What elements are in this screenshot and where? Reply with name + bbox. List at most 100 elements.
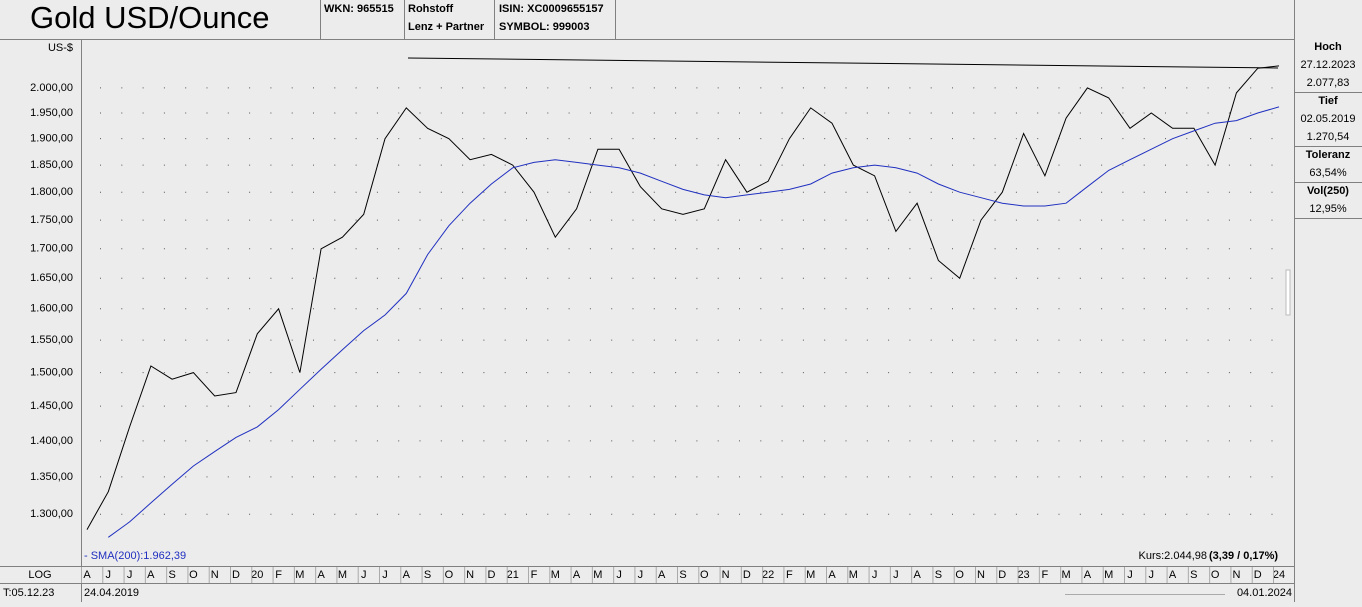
x-tick-label: F <box>531 569 538 581</box>
x-tick-label: S <box>679 569 686 581</box>
y-tick-label: 1.600,00 <box>30 303 73 315</box>
start-date: 24.04.2019 <box>84 587 139 599</box>
stat-value: 63,54% <box>1309 167 1347 179</box>
x-tick-label: S <box>424 569 431 581</box>
x-tick-label: D <box>1254 569 1262 581</box>
trend-line <box>407 57 1279 69</box>
stat-label: Tief <box>1318 95 1338 107</box>
x-tick-label: S <box>1190 569 1197 581</box>
y-tick-label: 1.550,00 <box>30 334 73 346</box>
y-tick-label: 1.400,00 <box>30 435 73 447</box>
symbol: SYMBOL: 999003 <box>499 21 589 33</box>
y-tick-label: 1.450,00 <box>30 400 73 412</box>
end-date: 04.01.2024 <box>1237 587 1292 599</box>
y-tick-label: 1.950,00 <box>30 107 73 119</box>
stat-label: Hoch <box>1314 41 1342 53</box>
x-tick-label: F <box>1041 569 1048 581</box>
x-tick-label: J <box>382 569 388 581</box>
x-tick-label: D <box>998 569 1006 581</box>
x-tick-label: F <box>275 569 282 581</box>
isin: ISIN: XC0009655157 <box>499 3 604 15</box>
y-tick-label: 1.800,00 <box>30 186 73 198</box>
x-tick-label: A <box>1084 569 1092 581</box>
x-tick-label: J <box>1149 569 1155 581</box>
x-tick-label: A <box>83 569 91 581</box>
x-tick-label: F <box>786 569 793 581</box>
y-tick-label: 1.300,00 <box>30 508 73 520</box>
stat-label: Vol(250) <box>1307 185 1349 197</box>
time-label: T:05.12.23 <box>3 587 54 599</box>
stat-label: Toleranz <box>1306 149 1351 161</box>
y-tick-label: 1.750,00 <box>30 214 73 226</box>
x-tick-label: D <box>743 569 751 581</box>
x-tick-label: 23 <box>1017 569 1029 581</box>
price-line <box>86 65 1280 530</box>
x-tick-label: A <box>403 569 411 581</box>
y-label: US-$ <box>48 42 73 54</box>
x-tick-label: N <box>466 569 474 581</box>
x-tick-label: D <box>232 569 240 581</box>
x-tick-label: O <box>189 569 198 581</box>
x-tick-label: 21 <box>507 569 519 581</box>
provider: Lenz + Partner <box>408 21 485 33</box>
y-tick-label: 2.000,00 <box>30 82 73 94</box>
x-tick-label: A <box>658 569 666 581</box>
x-tick-label: J <box>893 569 899 581</box>
stat-date: 02.05.2019 <box>1300 113 1355 125</box>
x-tick-label: A <box>147 569 155 581</box>
x-tick-label: 22 <box>762 569 774 581</box>
x-tick-label: M <box>1062 569 1071 581</box>
x-tick-label: M <box>338 569 347 581</box>
y-tick-label: 1.500,00 <box>30 367 73 379</box>
stat-value: 12,95% <box>1309 203 1347 215</box>
category: Rohstoff <box>408 3 454 15</box>
y-tick-label: 1.850,00 <box>30 159 73 171</box>
title: Gold USD/Ounce <box>30 0 270 35</box>
x-tick-label: O <box>1211 569 1220 581</box>
stat-date: 27.12.2023 <box>1300 59 1355 71</box>
x-tick-label: M <box>593 569 602 581</box>
stats-panel: Hoch 27.12.2023 2.077,83 Tief 02.05.2019 1.27… <box>1295 41 1362 219</box>
x-tick-label: N <box>722 569 730 581</box>
x-tick-label: J <box>127 569 133 581</box>
scrollbar[interactable] <box>1285 269 1291 316</box>
scale-label: LOG <box>28 569 51 581</box>
x-tick-label: J <box>106 569 112 581</box>
x-tick-label: O <box>700 569 709 581</box>
y-tick-label: 1.650,00 <box>30 272 73 284</box>
x-tick-label: M <box>849 569 858 581</box>
x-tick-label: N <box>977 569 985 581</box>
price-line <box>108 106 1280 538</box>
x-tick-label: D <box>487 569 495 581</box>
x-tick-label: A <box>317 569 325 581</box>
x-tick-label: J <box>1127 569 1133 581</box>
x-tick-label: M <box>551 569 560 581</box>
x-tick-label: J <box>872 569 878 581</box>
y-tick-label: 1.900,00 <box>30 133 73 145</box>
x-tick-label: 20 <box>251 569 263 581</box>
legend-change: (3,39 / 0,17%) <box>1209 550 1278 562</box>
x-tick-label: J <box>616 569 622 581</box>
stat-value: 1.270,54 <box>1307 131 1350 143</box>
x-tick-label: N <box>211 569 219 581</box>
x-tick-label: S <box>168 569 175 581</box>
x-tick-label: M <box>1104 569 1113 581</box>
x-tick-label: A <box>828 569 836 581</box>
x-tick-label: M <box>295 569 304 581</box>
x-tick-label: M <box>806 569 815 581</box>
stat-value: 2.077,83 <box>1307 77 1350 89</box>
x-tick-label: S <box>935 569 942 581</box>
x-tick-label: A <box>913 569 921 581</box>
x-tick-label: O <box>955 569 964 581</box>
legend-sma: - SMA(200):1.962,39 <box>84 550 186 562</box>
x-tick-label: J <box>361 569 367 581</box>
legend-price: Kurs:2.044,98 <box>1139 550 1208 562</box>
x-tick-label: N <box>1232 569 1240 581</box>
x-tick-label: O <box>445 569 454 581</box>
x-tick-label: J <box>638 569 644 581</box>
y-tick-label: 1.700,00 <box>30 243 73 255</box>
x-tick-label: A <box>573 569 581 581</box>
